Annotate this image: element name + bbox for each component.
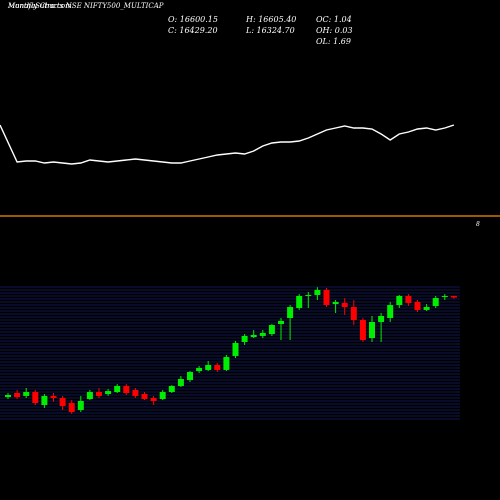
candle-body	[123, 386, 130, 394]
candle-body	[250, 334, 257, 338]
candle-body	[369, 321, 375, 339]
chart-title: Monthly Charts NSE NIFTY500_MULTICAP	[7, 2, 164, 10]
candle-body	[141, 393, 148, 400]
candle-body	[405, 295, 412, 303]
info-label: OC: 1.04	[316, 15, 352, 24]
info-label: OL: 1.69	[316, 37, 351, 46]
info-label: H: 16605.40	[245, 15, 296, 24]
candle-body	[14, 393, 21, 398]
info-label: L: 16324.70	[245, 26, 295, 35]
candle-body	[323, 289, 330, 306]
candle-body	[378, 315, 385, 322]
watermark: MunafaSutra.com	[7, 2, 72, 10]
info-label: C: 16429.20	[168, 26, 218, 35]
candle-body	[259, 333, 266, 336]
marker-label: 8	[476, 221, 480, 228]
candle-body	[287, 306, 294, 319]
candle-body	[359, 320, 366, 341]
candle-body	[268, 325, 275, 334]
candle-body	[159, 392, 166, 400]
candle-body	[314, 289, 321, 295]
candle-body	[278, 320, 284, 325]
candle-body	[396, 295, 403, 306]
candle-body	[96, 392, 102, 396]
info-label: O: 16600.15	[168, 15, 218, 24]
info-label: OH: 0.03	[316, 26, 353, 35]
candle-body	[59, 398, 66, 407]
candle-body	[332, 301, 339, 305]
candle-body	[387, 305, 394, 319]
candle-body	[114, 386, 121, 393]
candle-body	[423, 306, 430, 310]
candle-body	[432, 298, 439, 307]
candle-body	[77, 400, 84, 410]
candle-body	[341, 302, 348, 307]
candle-body	[232, 342, 239, 356]
candle-body	[50, 395, 57, 399]
candle-body	[150, 398, 157, 401]
candle-body	[187, 372, 193, 381]
candle-body	[296, 295, 303, 308]
candle-body	[223, 357, 230, 370]
candle-body	[168, 386, 175, 393]
candle-body	[68, 402, 75, 413]
candle-body	[414, 301, 421, 310]
candle-body	[5, 394, 11, 398]
candle-body	[132, 389, 139, 396]
candle-body	[241, 335, 248, 342]
indicator-line	[0, 124, 455, 165]
candle-body	[441, 295, 448, 298]
candle-body	[41, 395, 48, 406]
candle-body	[32, 392, 39, 403]
candle-body	[86, 392, 93, 400]
candle-body	[177, 379, 184, 387]
candle-body	[23, 392, 30, 396]
candle-body	[205, 365, 212, 370]
candle-body	[350, 306, 357, 321]
candle-body	[196, 367, 203, 372]
candle-body	[105, 391, 112, 394]
candle-body	[305, 294, 312, 296]
candle-body	[450, 295, 457, 298]
candle-body	[214, 365, 221, 370]
